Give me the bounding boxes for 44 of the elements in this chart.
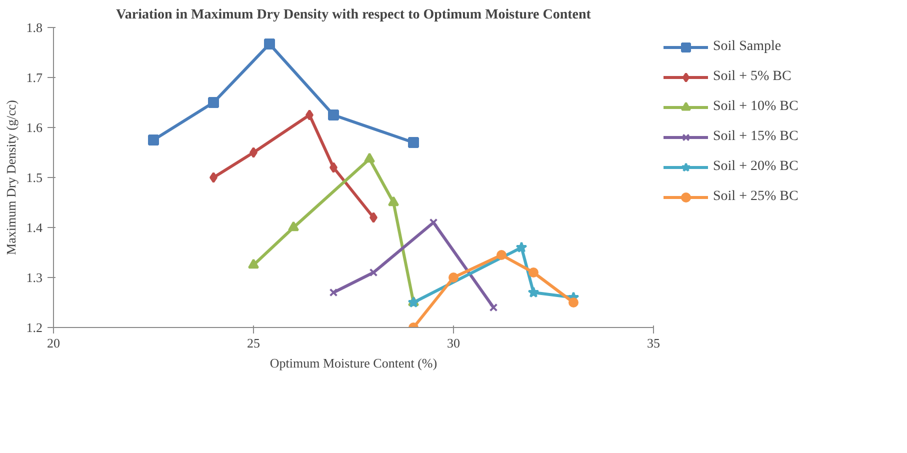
legend-label: Soil + 25% BC <box>713 189 798 205</box>
legend-label: Soil + 5% BC <box>713 69 792 85</box>
point <box>210 172 218 183</box>
point <box>364 152 375 163</box>
point <box>330 162 338 173</box>
point <box>496 250 506 260</box>
x-tick-label: 35 <box>647 336 660 350</box>
point <box>568 298 578 308</box>
point <box>328 110 339 120</box>
point <box>388 196 399 206</box>
y-tick-label: 1.6 <box>26 120 43 135</box>
point <box>516 242 528 253</box>
point <box>408 137 419 148</box>
x-axis-title: Optimum Moisture Content (%) <box>270 356 438 370</box>
y-tick-label: 1.4 <box>26 220 43 235</box>
point <box>528 286 540 298</box>
legend-label: Soil + 15% BC <box>713 129 798 145</box>
point <box>369 268 378 277</box>
point <box>370 212 378 223</box>
y-tick-label: 1.3 <box>26 270 42 285</box>
legend-label: Soil + 10% BC <box>713 99 798 115</box>
point <box>448 272 458 282</box>
y-tick-label: 1.7 <box>26 70 43 85</box>
point <box>528 268 538 278</box>
y-tick-label: 1.2 <box>26 320 42 335</box>
x-tick-label: 25 <box>247 336 260 350</box>
point <box>208 97 219 108</box>
point <box>264 38 275 50</box>
y-tick-label: 1.8 <box>26 20 42 35</box>
legend-label: Soil Sample <box>713 39 782 55</box>
point <box>288 221 299 232</box>
y-tick-label: 1.5 <box>26 170 42 185</box>
point <box>429 218 438 227</box>
y-axis-title: Maximum Dry Density (g/cc) <box>3 100 18 255</box>
point <box>329 288 338 297</box>
chart-title: Variation in Maximum Dry Density with respect to Optimum Moisture Content <box>116 8 592 22</box>
x-tick-label: 20 <box>47 336 60 350</box>
point <box>148 134 159 146</box>
point <box>250 147 258 158</box>
point <box>306 110 314 120</box>
point <box>248 258 259 269</box>
point <box>489 303 498 312</box>
legend-label: Soil + 20% BC <box>713 159 798 175</box>
x-tick-label: 30 <box>447 336 460 350</box>
